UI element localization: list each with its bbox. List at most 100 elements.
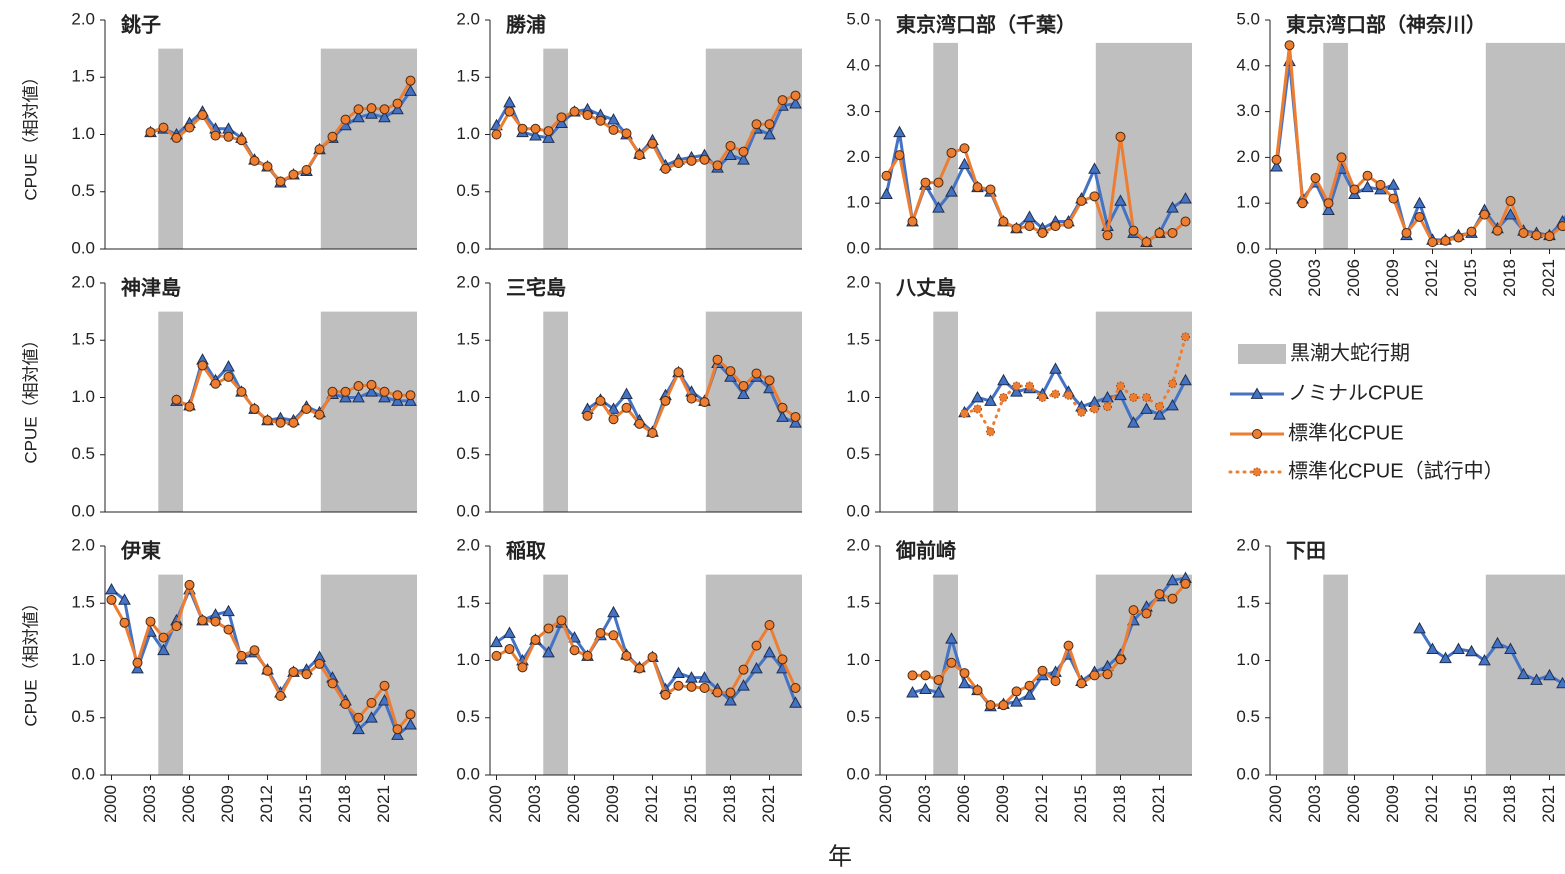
marker-triangle bbox=[1179, 192, 1192, 204]
y-tick-label: 4.0 bbox=[1236, 55, 1260, 74]
y-tick-label: 0.0 bbox=[71, 764, 95, 783]
marker-triangle bbox=[1114, 194, 1127, 206]
marker-circle bbox=[1323, 198, 1334, 209]
legend-label: 黒潮大蛇行期 bbox=[1290, 341, 1410, 364]
marker-circle bbox=[145, 616, 156, 627]
marker-triangle bbox=[1127, 416, 1140, 428]
marker-circle bbox=[712, 160, 723, 171]
marker-triangle bbox=[1517, 667, 1530, 680]
marker-circle bbox=[999, 393, 1008, 402]
y-tick-label: 2.0 bbox=[71, 272, 95, 291]
marker-circle bbox=[132, 657, 143, 668]
marker-circle bbox=[236, 135, 247, 146]
x-tick-label: 2012 bbox=[1422, 259, 1441, 297]
x-tick-label: 2009 bbox=[218, 785, 237, 823]
marker-circle bbox=[184, 579, 195, 590]
marker-circle bbox=[1466, 226, 1477, 237]
marker-circle bbox=[1479, 209, 1490, 220]
x-tick-label: 2018 bbox=[1500, 785, 1519, 823]
marker-circle bbox=[894, 150, 905, 161]
marker-circle bbox=[1024, 680, 1035, 691]
y-tick-label: 2.0 bbox=[456, 535, 480, 554]
y-tick-label: 0.5 bbox=[71, 707, 95, 726]
marker-circle bbox=[660, 689, 671, 700]
marker-circle bbox=[959, 143, 970, 154]
marker-circle bbox=[171, 394, 182, 405]
marker-circle bbox=[933, 674, 944, 685]
marker-circle bbox=[1349, 184, 1360, 195]
marker-triangle bbox=[1153, 408, 1166, 420]
marker-circle bbox=[595, 115, 606, 126]
marker-triangle bbox=[352, 722, 365, 735]
marker-circle bbox=[1492, 225, 1503, 236]
x-tick-label: 2015 bbox=[296, 785, 315, 823]
marker-circle bbox=[777, 402, 788, 413]
panel: 0.0 1.0 2.0 3.0 4.0 5.0 東京湾口部（千葉） bbox=[846, 9, 1192, 257]
panel-title: 下田 bbox=[1286, 540, 1326, 562]
marker-circle bbox=[353, 712, 364, 723]
marker-circle bbox=[353, 381, 364, 392]
y-tick-label: 0.0 bbox=[456, 501, 480, 520]
x-tick-label: 2006 bbox=[179, 785, 198, 823]
marker-circle bbox=[491, 129, 502, 140]
marker-triangle bbox=[365, 711, 378, 723]
marker-circle bbox=[1167, 593, 1178, 604]
marker-circle bbox=[340, 386, 351, 397]
x-tick-label: 2021 bbox=[759, 785, 778, 823]
panel-title: 三宅島 bbox=[506, 275, 566, 299]
marker-circle bbox=[504, 644, 515, 655]
x-tick-label: 2015 bbox=[1071, 785, 1090, 823]
marker-triangle bbox=[880, 187, 893, 199]
y-tick-label: 3.0 bbox=[1236, 101, 1260, 120]
marker-triangle bbox=[529, 129, 542, 141]
meander-period bbox=[320, 311, 417, 512]
meander-period bbox=[705, 48, 802, 249]
y-tick-label: 2.0 bbox=[71, 535, 95, 554]
marker-circle bbox=[699, 397, 710, 408]
x-tick-label: 2006 bbox=[1344, 259, 1363, 297]
x-tick-label: 2000 bbox=[1266, 259, 1285, 297]
marker-triangle bbox=[698, 671, 711, 683]
marker-circle bbox=[1115, 131, 1126, 142]
marker-triangle bbox=[1387, 178, 1400, 190]
marker-circle bbox=[920, 670, 931, 681]
panel: 0.0 0.5 1.0 1.5 2.0 2000 2003 2006 2009 2012 2015 2… bbox=[456, 535, 802, 823]
marker-triangle bbox=[789, 696, 802, 708]
marker-circle bbox=[556, 615, 567, 626]
marker-circle bbox=[595, 395, 606, 406]
marker-circle bbox=[262, 161, 273, 172]
marker-circle bbox=[686, 393, 697, 404]
marker-circle bbox=[262, 415, 273, 426]
y-tick-label: 0.0 bbox=[1236, 764, 1260, 783]
y-axis-label: CPUE（相対値） bbox=[21, 331, 40, 463]
marker-circle bbox=[634, 418, 645, 429]
marker-circle bbox=[634, 150, 645, 161]
marker-circle bbox=[764, 375, 775, 386]
marker-triangle bbox=[997, 373, 1010, 386]
marker-circle bbox=[1167, 227, 1178, 238]
marker-circle bbox=[158, 632, 169, 643]
marker-circle bbox=[1090, 404, 1099, 414]
marker-circle bbox=[608, 124, 619, 135]
marker-circle bbox=[1180, 216, 1191, 227]
x-tick-label: 2015 bbox=[1461, 259, 1480, 297]
marker-circle bbox=[1297, 198, 1308, 209]
marker-triangle bbox=[1140, 402, 1153, 414]
y-tick-label: 0.0 bbox=[456, 238, 480, 257]
marker-circle bbox=[686, 681, 697, 692]
marker-circle bbox=[197, 615, 208, 626]
marker-circle bbox=[1141, 237, 1152, 248]
marker-circle bbox=[1103, 402, 1112, 412]
marker-circle bbox=[517, 123, 528, 134]
panel-title: 東京湾口部（千葉） bbox=[896, 12, 1076, 36]
x-tick-label: 2006 bbox=[1344, 785, 1363, 823]
marker-triangle bbox=[352, 110, 365, 123]
meander-period bbox=[1485, 42, 1565, 250]
marker-triangle bbox=[404, 84, 417, 96]
marker-circle bbox=[249, 155, 260, 166]
marker-triangle bbox=[131, 661, 144, 674]
marker-circle bbox=[972, 685, 983, 696]
